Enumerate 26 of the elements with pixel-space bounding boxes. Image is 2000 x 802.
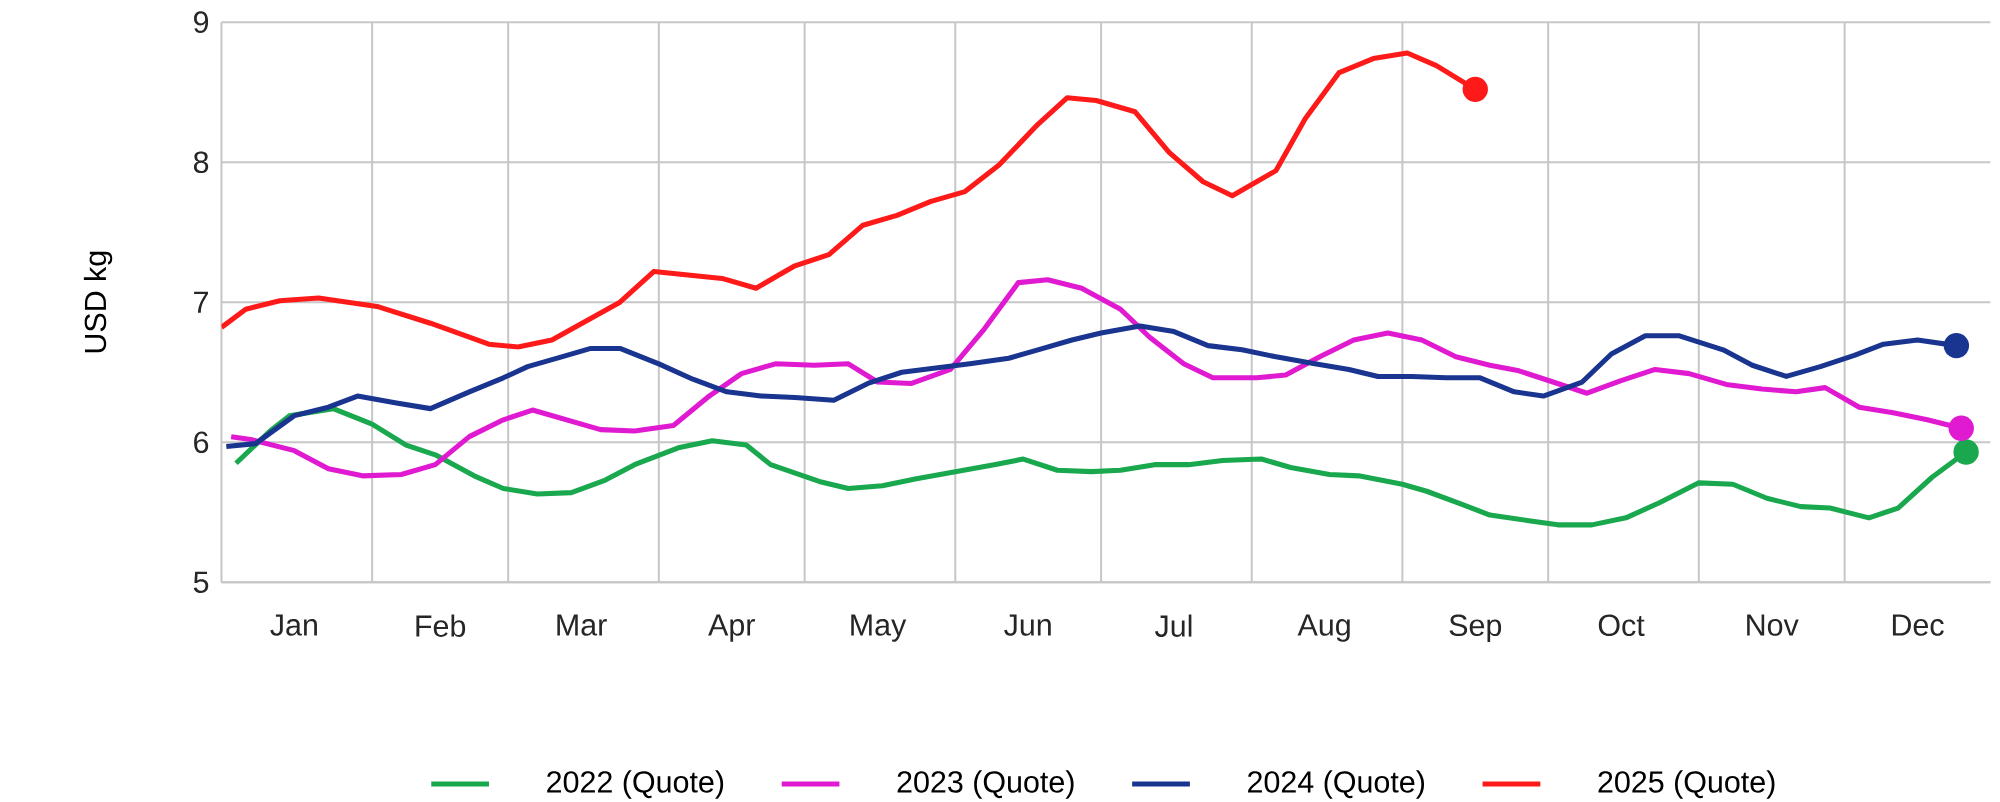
y-tick-label: 8 xyxy=(193,151,209,174)
point xyxy=(1948,415,1974,442)
x-tick-label: Mar xyxy=(557,614,607,636)
x-tick-label: Feb xyxy=(416,614,466,638)
x-tick-label: Jul xyxy=(1154,614,1192,638)
legend-label: 2023 (Quote) xyxy=(897,770,1074,799)
x-tick-label: Dec xyxy=(1892,614,1944,636)
point xyxy=(1462,76,1488,103)
x-tick-label: May xyxy=(851,614,907,642)
x-tick-label: Jan xyxy=(270,614,317,636)
y-axis-title: USD kg xyxy=(83,251,113,353)
legend-label: 2024 (Quote) xyxy=(1248,770,1425,799)
x-tick-label: Jun xyxy=(1004,614,1051,636)
y-tick-label: 5 xyxy=(193,571,209,594)
x-tick-label: Nov xyxy=(1747,614,1799,636)
legend-label: 2025 (Quote) xyxy=(1598,770,1775,799)
point xyxy=(1943,333,1970,359)
y-tick-label: 7 xyxy=(194,291,208,313)
legend-label: 2022 (Quote) xyxy=(547,770,724,799)
y-tick-label: 9 xyxy=(194,11,209,34)
point xyxy=(1953,439,1979,465)
x-tick-label: Sep xyxy=(1449,614,1502,643)
x-tick-label: Apr xyxy=(708,614,755,642)
x-tick-label: Aug xyxy=(1297,614,1350,642)
x-tick-label: Oct xyxy=(1598,614,1645,637)
y-tick-label: 6 xyxy=(194,431,209,454)
